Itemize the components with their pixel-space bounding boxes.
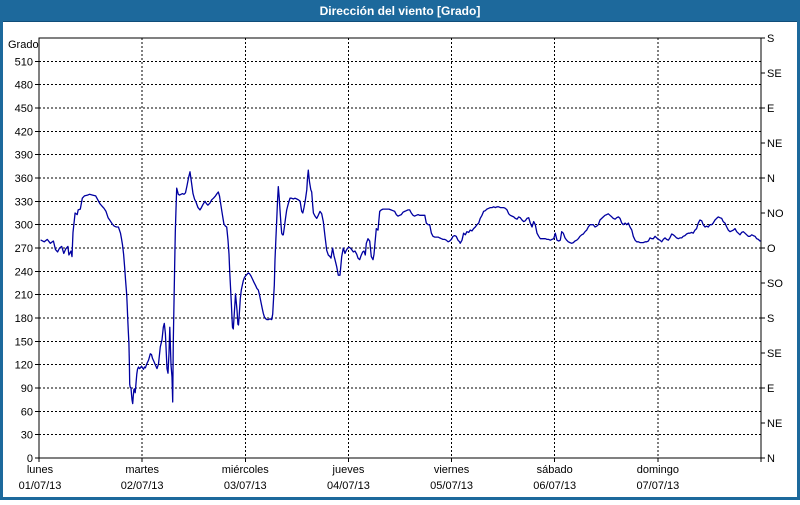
- y-tick-label: 480: [15, 80, 33, 92]
- compass-label: N: [767, 173, 775, 185]
- title-bar: [0, 0, 800, 21]
- compass-label: E: [767, 383, 774, 395]
- y-tick-label: 300: [15, 220, 33, 232]
- y-tick-label: 120: [15, 360, 33, 372]
- day-date-label: 06/07/13: [533, 480, 576, 492]
- y-tick-label: 450: [15, 103, 33, 115]
- compass-label: NO: [767, 208, 784, 220]
- compass-label: SO: [767, 278, 783, 290]
- day-name-label: martes: [125, 464, 159, 476]
- compass-label: SE: [767, 68, 782, 80]
- compass-label: O: [767, 243, 776, 255]
- series-line: [40, 169, 761, 405]
- compass-label: SE: [767, 348, 782, 360]
- day-date-label: 02/07/13: [121, 480, 164, 492]
- chart-title: Dirección del viento [Grado]: [320, 4, 481, 18]
- day-name-label: miércoles: [222, 464, 270, 476]
- y-tick-label: 150: [15, 336, 33, 348]
- day-date-label: 03/07/13: [224, 480, 267, 492]
- y-tick-label: 60: [21, 406, 33, 418]
- compass-label: S: [767, 33, 774, 45]
- axes: [35, 37, 765, 462]
- compass-label: S: [767, 313, 774, 325]
- y-tick-label: 360: [15, 173, 33, 185]
- day-date-label: 07/07/13: [636, 480, 679, 492]
- y-tick-label: 180: [15, 313, 33, 325]
- compass-axis-labels: N NE E SE S SO O NO N NE E SE S: [767, 33, 784, 465]
- title-bar-edge: [0, 21, 800, 22]
- y-tick-label: 30: [21, 430, 33, 442]
- compass-label: N: [767, 453, 775, 465]
- compass-label: E: [767, 103, 774, 115]
- day-date-label: 04/07/13: [327, 480, 370, 492]
- y-tick-label: 270: [15, 243, 33, 255]
- x-axis-day-labels: lunes 01/07/13 martes 02/07/13 miércoles 03/0…: [19, 464, 680, 492]
- y-tick-label: 90: [21, 383, 33, 395]
- y-tick-label: 240: [15, 266, 33, 278]
- wind-direction-line: [40, 169, 761, 405]
- day-name-label: viernes: [434, 464, 470, 476]
- y-axis-tick-labels: 0 30 60 90 120 150 180 210 240 270 300 330 360 390 420…: [15, 56, 33, 465]
- y-tick-label: 330: [15, 196, 33, 208]
- y-tick-label: 210: [15, 290, 33, 302]
- y-tick-label: 390: [15, 150, 33, 162]
- y-tick-label: 510: [15, 56, 33, 68]
- y-axis-title: Grado: [8, 39, 39, 51]
- y-tick-label: 0: [27, 453, 33, 465]
- day-date-label: 01/07/13: [19, 480, 62, 492]
- day-name-label: domingo: [637, 464, 679, 476]
- compass-label: NE: [767, 138, 782, 150]
- day-name-label: lunes: [27, 464, 54, 476]
- day-date-label: 05/07/13: [430, 480, 473, 492]
- compass-label: NE: [767, 418, 782, 430]
- y-tick-label: 420: [15, 126, 33, 138]
- day-name-label: jueves: [332, 464, 365, 476]
- grid-lines: [39, 38, 761, 458]
- day-name-label: sábado: [537, 464, 573, 476]
